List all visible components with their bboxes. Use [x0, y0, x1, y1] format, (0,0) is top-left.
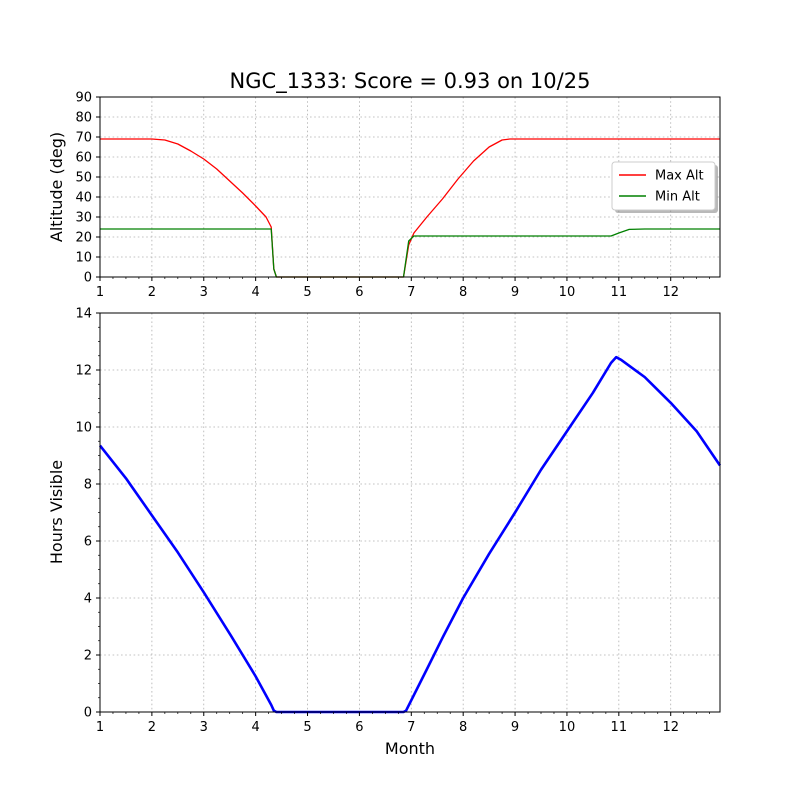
hours-series — [98, 355, 722, 714]
x-tick-label: 11 — [611, 720, 628, 735]
x-tick-label: 1 — [96, 285, 104, 300]
y-tick-label: 0 — [84, 706, 92, 721]
y-tick-label: 12 — [75, 364, 92, 379]
y-tick-label: 40 — [75, 191, 92, 206]
y-tick-label: 14 — [75, 307, 92, 322]
series-line-min-alt — [100, 228, 720, 278]
x-tick-label: 7 — [407, 720, 415, 735]
x-tick-label: 9 — [511, 285, 519, 300]
y-tick-label: 4 — [84, 592, 92, 607]
y-tick-label: 70 — [75, 131, 92, 146]
x-tick-label: 10 — [559, 720, 576, 735]
y-tick-label: 50 — [75, 171, 92, 186]
hours-y-axis-label: Hours Visible — [47, 460, 66, 564]
x-tick-label: 12 — [662, 720, 679, 735]
y-tick-label: 10 — [75, 251, 92, 266]
y-tick-label: 8 — [84, 478, 92, 493]
y-tick-label: 10 — [75, 421, 92, 436]
legend-max-alt-label: Max Alt — [655, 169, 704, 184]
x-tick-label: 11 — [611, 285, 628, 300]
x-tick-label: 5 — [303, 720, 311, 735]
y-tick-label: 30 — [75, 211, 92, 226]
x-tick-label: 10 — [559, 285, 576, 300]
x-tick-label: 8 — [459, 285, 467, 300]
y-tick-label: 60 — [75, 151, 92, 166]
chart-title: NGC_1333: Score = 0.93 on 10/25 — [230, 69, 591, 94]
series-line-hours-visible — [98, 355, 722, 714]
x-tick-label: 12 — [662, 285, 679, 300]
y-tick-label: 20 — [75, 231, 92, 246]
legend: Max Alt Min Alt — [611, 161, 718, 213]
x-tick-label: 8 — [459, 720, 467, 735]
y-tick-label: 0 — [84, 271, 92, 286]
y-tick-label: 90 — [75, 91, 92, 106]
x-tick-label: 4 — [252, 720, 260, 735]
x-tick-label: 3 — [200, 720, 208, 735]
x-tick-label: 1 — [96, 720, 104, 735]
x-tick-label: 2 — [148, 285, 156, 300]
hours-x-axis-label: Month — [385, 739, 435, 758]
legend-min-alt-label: Min Alt — [655, 190, 700, 205]
y-tick-label: 2 — [84, 649, 92, 664]
x-tick-label: 3 — [200, 285, 208, 300]
x-tick-label: 5 — [303, 285, 311, 300]
x-tick-label: 6 — [355, 285, 363, 300]
x-tick-label: 7 — [407, 285, 415, 300]
y-tick-label: 80 — [75, 111, 92, 126]
x-tick-label: 6 — [355, 720, 363, 735]
x-tick-label: 9 — [511, 720, 519, 735]
x-tick-label: 2 — [148, 720, 156, 735]
altitude-plot-frame — [99, 96, 721, 278]
x-tick-label: 4 — [252, 285, 260, 300]
altitude-y-axis-label: Altitude (deg) — [47, 132, 66, 242]
y-tick-label: 6 — [84, 535, 92, 550]
